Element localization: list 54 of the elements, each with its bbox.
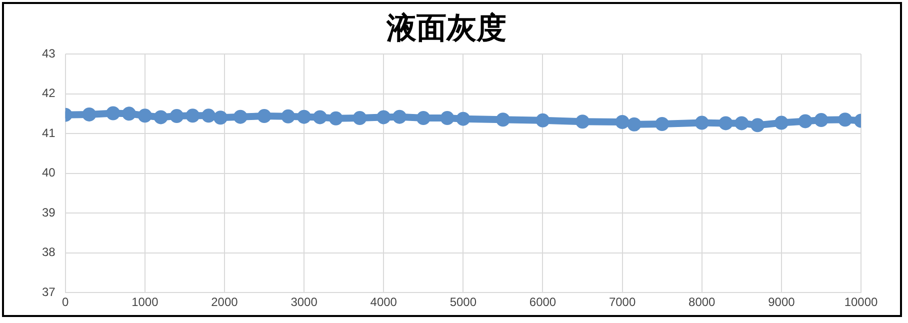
x-tick-label: 2000 [211, 295, 238, 310]
point [186, 108, 200, 123]
point [798, 114, 812, 128]
y-tick-label: 41 [42, 126, 56, 140]
point [352, 111, 367, 126]
point [257, 109, 272, 124]
point [233, 110, 248, 124]
point [536, 113, 550, 128]
point [297, 110, 312, 124]
point [312, 110, 327, 124]
y-tick-label: 37 [42, 284, 56, 299]
point [122, 106, 136, 121]
point [202, 108, 216, 123]
y-tick-label: 42 [42, 86, 56, 100]
point [392, 110, 407, 124]
point [750, 118, 765, 132]
x-tick-label: 6000 [529, 295, 556, 310]
point [456, 112, 470, 126]
point [154, 110, 168, 124]
x-tick-label: 1000 [132, 295, 159, 310]
point [138, 108, 152, 123]
x-tick-label: 9000 [768, 295, 796, 310]
y-tick-label: 43 [42, 46, 56, 60]
point [838, 112, 852, 127]
x-tick-label: 3000 [290, 295, 318, 310]
point [214, 110, 228, 125]
point [655, 116, 670, 131]
x-tick-label: 5000 [450, 295, 477, 310]
point [170, 109, 184, 124]
y-tick-label: 39 [42, 205, 56, 220]
x-tick-label: 0 [62, 295, 70, 310]
y-tick-label: 38 [42, 245, 56, 260]
point [718, 116, 733, 130]
point [734, 116, 749, 130]
point [376, 110, 391, 124]
point [814, 113, 828, 128]
point [416, 111, 430, 126]
point [82, 107, 96, 122]
x-tick-label: 4000 [370, 295, 398, 310]
chart-title: 液面灰度 [386, 10, 506, 46]
point [328, 111, 343, 126]
point [615, 115, 630, 129]
x-tick-label: 7000 [608, 295, 636, 310]
point [440, 111, 454, 126]
y-tick-label: 40 [42, 166, 56, 180]
x-tick-label: 10000 [844, 295, 878, 310]
point [627, 117, 642, 132]
x-tick-label: 8000 [688, 295, 716, 310]
point [576, 114, 590, 129]
point [774, 116, 788, 130]
point [496, 112, 510, 127]
point [106, 106, 120, 120]
point [694, 116, 709, 130]
point [281, 109, 296, 124]
